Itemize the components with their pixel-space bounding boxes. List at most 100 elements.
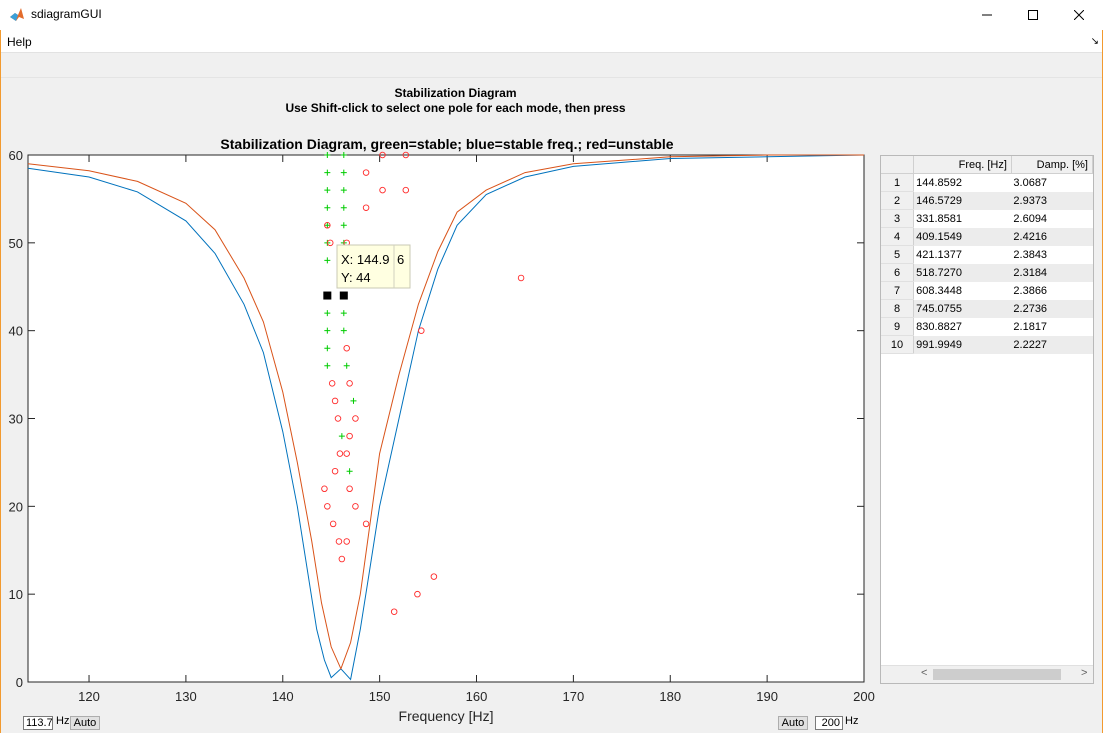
table-row[interactable]: 4 409.1549 2.4216 — [881, 227, 1093, 246]
stable-pole-marker[interactable] — [343, 362, 350, 369]
unstable-pole-marker[interactable] — [362, 169, 370, 176]
cell-freq[interactable]: 144.8592 — [913, 173, 1012, 192]
row-index[interactable]: 7 — [881, 281, 915, 300]
table-row[interactable]: 8 745.0755 2.2736 — [881, 299, 1093, 318]
stable-pole-marker[interactable] — [340, 169, 347, 176]
unstable-pole-marker[interactable] — [346, 432, 353, 440]
cell-freq[interactable]: 331.8581 — [913, 209, 1012, 228]
unstable-pole-marker[interactable] — [362, 520, 370, 528]
cell-damp[interactable]: 2.2736 — [1011, 299, 1093, 318]
xmin-input[interactable]: 113.7 — [23, 716, 53, 730]
cell-freq[interactable]: 409.1549 — [913, 227, 1012, 246]
unstable-pole-marker[interactable] — [517, 274, 525, 282]
table-row[interactable]: 1 144.8592 3.0687 — [881, 173, 1093, 192]
stable-pole-marker[interactable] — [338, 433, 345, 440]
row-index[interactable]: 1 — [881, 173, 915, 192]
stable-pole-marker[interactable] — [324, 187, 331, 194]
column-header-damp[interactable]: Damp. [%] — [1011, 156, 1093, 174]
unstable-pole-marker[interactable] — [379, 151, 386, 159]
unstable-pole-marker[interactable] — [414, 590, 421, 598]
cell-freq[interactable]: 608.3448 — [913, 281, 1012, 300]
stable-pole-marker[interactable] — [340, 310, 347, 317]
unstable-pole-marker[interactable] — [324, 222, 331, 229]
row-index[interactable]: 2 — [881, 191, 915, 210]
unstable-pole-marker[interactable] — [326, 239, 334, 247]
row-index[interactable]: 9 — [881, 317, 915, 336]
stable-pole-marker[interactable] — [324, 152, 331, 158]
stable-pole-marker[interactable] — [340, 152, 347, 158]
stable-pole-marker[interactable] — [324, 345, 331, 352]
selected-pole-marker[interactable] — [339, 291, 348, 300]
unstable-pole-marker[interactable] — [328, 380, 336, 387]
unstable-pole-marker[interactable] — [335, 538, 343, 545]
cell-damp[interactable]: 2.6094 — [1011, 209, 1093, 228]
row-index[interactable]: 8 — [881, 299, 915, 318]
unstable-pole-marker[interactable] — [321, 485, 328, 493]
cell-damp[interactable]: 3.0687 — [1011, 173, 1093, 192]
row-index[interactable]: 4 — [881, 227, 915, 246]
unstable-pole-marker[interactable] — [338, 555, 346, 563]
poles-table[interactable]: Freq. [Hz] Damp. [%] 1 144.8592 3.0687 2 146… — [881, 156, 1093, 354]
stable-pole-marker[interactable] — [324, 257, 331, 264]
stable-pole-marker[interactable] — [324, 362, 331, 369]
cell-damp[interactable]: 2.3184 — [1011, 263, 1093, 282]
unstable-pole-marker[interactable] — [343, 538, 350, 545]
cell-freq[interactable]: 146.5729 — [913, 191, 1012, 210]
unstable-pole-marker[interactable] — [379, 186, 386, 194]
cell-damp[interactable]: 2.3843 — [1011, 245, 1093, 264]
cell-freq[interactable]: 830.8827 — [913, 317, 1012, 336]
horizontal-scrollbar[interactable]: < > — [881, 665, 1093, 683]
row-index[interactable]: 5 — [881, 245, 915, 264]
stable-pole-marker[interactable] — [324, 327, 331, 334]
minimize-button[interactable] — [964, 0, 1010, 30]
cell-damp[interactable]: 2.9373 — [1011, 191, 1093, 210]
datatip-box[interactable] — [336, 244, 411, 289]
stable-pole-marker[interactable] — [350, 397, 357, 404]
stable-pole-marker[interactable] — [324, 204, 331, 211]
stable-pole-marker[interactable] — [340, 327, 347, 334]
unstable-pole-marker[interactable] — [346, 485, 353, 493]
cell-freq[interactable]: 518.7270 — [913, 263, 1012, 282]
cell-damp[interactable]: 2.2227 — [1011, 335, 1093, 354]
column-header-freq[interactable]: Freq. [Hz] — [913, 156, 1012, 174]
unstable-pole-marker[interactable] — [402, 186, 410, 194]
unstable-pole-marker[interactable] — [336, 450, 344, 457]
dock-arrow-icon[interactable]: ↘ — [1090, 36, 1099, 47]
row-index[interactable]: 3 — [881, 209, 915, 228]
stable-pole-marker[interactable] — [324, 310, 331, 317]
table-row[interactable]: 6 518.7270 2.3184 — [881, 263, 1093, 282]
selected-pole-marker[interactable] — [323, 291, 332, 300]
maximize-button[interactable] — [1010, 0, 1056, 30]
unstable-pole-marker[interactable] — [324, 503, 331, 510]
cell-damp[interactable]: 2.1817 — [1011, 317, 1093, 336]
scroll-left-icon[interactable]: < — [921, 667, 928, 679]
row-index[interactable]: 6 — [881, 263, 915, 282]
table-row[interactable]: 10 991.9949 2.2227 — [881, 335, 1093, 354]
unstable-pole-marker[interactable] — [346, 380, 353, 387]
stabilization-chart[interactable]: Stabilization Diagram, green=stable; blu… — [0, 132, 880, 732]
xmin-auto-button[interactable]: Auto — [70, 716, 100, 730]
scroll-right-icon[interactable]: > — [1081, 667, 1088, 679]
unstable-pole-marker[interactable] — [362, 204, 370, 211]
unstable-pole-marker[interactable] — [343, 450, 350, 457]
unstable-pole-marker[interactable] — [402, 151, 410, 159]
unstable-pole-marker[interactable] — [331, 467, 339, 475]
stable-pole-marker[interactable] — [340, 222, 347, 229]
table-row[interactable]: 3 331.8581 2.6094 — [881, 209, 1093, 228]
unstable-pole-marker[interactable] — [352, 415, 359, 422]
unstable-pole-marker[interactable] — [390, 608, 398, 615]
cell-freq[interactable]: 745.0755 — [913, 299, 1012, 318]
cell-freq[interactable]: 991.9949 — [913, 335, 1012, 354]
cell-damp[interactable]: 2.3866 — [1011, 281, 1093, 300]
stable-pole-marker[interactable] — [324, 169, 331, 176]
table-row[interactable]: 2 146.5729 2.9373 — [881, 191, 1093, 210]
unstable-pole-marker[interactable] — [352, 503, 359, 510]
unstable-pole-marker[interactable] — [430, 573, 438, 580]
close-button[interactable] — [1056, 0, 1102, 30]
xmax-input[interactable]: 200 — [815, 716, 843, 730]
unstable-pole-marker[interactable] — [334, 415, 342, 422]
cell-damp[interactable]: 2.4216 — [1011, 227, 1093, 246]
stable-pole-marker[interactable] — [324, 222, 331, 229]
unstable-pole-marker[interactable] — [329, 520, 337, 528]
unstable-pole-marker[interactable] — [418, 327, 425, 334]
